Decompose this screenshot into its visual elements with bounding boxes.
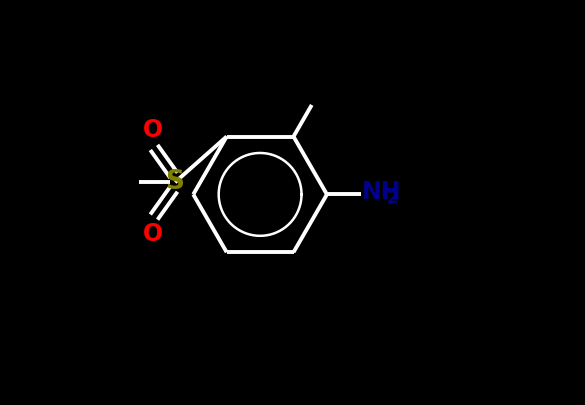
Text: NH: NH	[362, 180, 402, 205]
Text: O: O	[143, 222, 163, 246]
Text: O: O	[143, 118, 163, 143]
Text: 2: 2	[387, 190, 398, 207]
Text: S: S	[166, 169, 184, 195]
